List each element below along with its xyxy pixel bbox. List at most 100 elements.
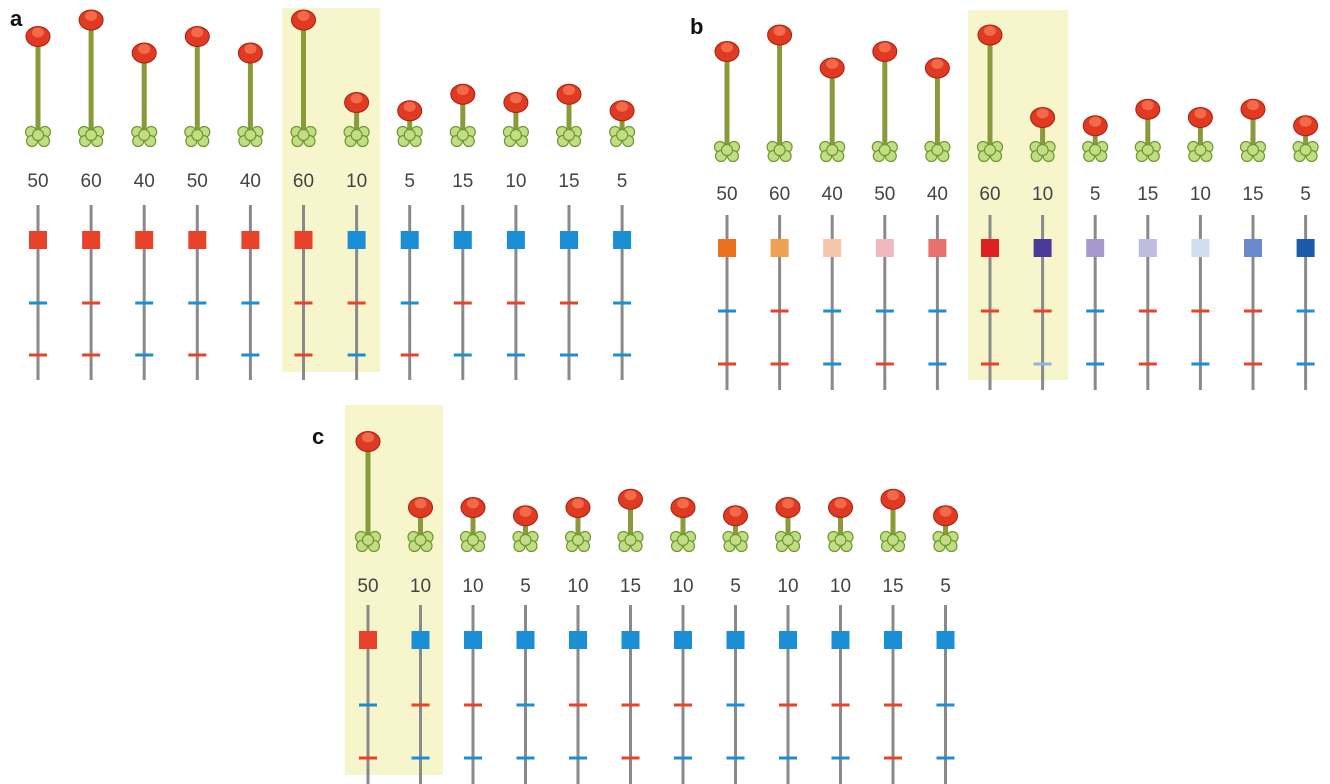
plant-value: 40 [240,171,261,192]
leaf [730,535,741,546]
flower-petal [677,499,689,509]
flower-petal [415,499,427,509]
leaf [932,145,943,156]
flower-petal [1037,109,1049,119]
plant-value: 5 [1300,184,1311,205]
flower-petal [467,499,479,509]
flower-petal [826,59,838,69]
locus-square [718,239,736,257]
locus-square [401,231,419,249]
flower-petal [887,490,899,500]
locus-square [348,231,366,249]
leaf [245,130,256,141]
plant-value: 40 [134,171,155,192]
plant-value: 50 [357,576,378,597]
plant-value: 60 [293,171,314,192]
plant-value: 10 [505,171,526,192]
plant: 5 [723,506,748,784]
plant-value: 50 [716,184,737,205]
flower-petal [940,507,952,517]
flower-petal [32,28,44,38]
plant-value: 10 [410,576,431,597]
flower-petal [351,94,363,104]
locus-square [1086,239,1104,257]
leaf [404,130,415,141]
locus-square [771,239,789,257]
plant-value: 10 [462,576,483,597]
leaf [888,535,899,546]
flower-petal [298,11,310,21]
leaf [139,130,150,141]
plant: 5 [933,506,958,784]
panel-label: a [10,6,23,31]
plant: 40 [925,58,950,390]
plant: 50 [715,42,740,391]
panel-label: b [690,14,703,39]
locus-square [832,631,850,649]
leaf [722,145,733,156]
flower-petal [1300,117,1312,127]
plant: 10 [828,498,853,784]
plant-value: 5 [730,576,741,597]
flower-petal [563,85,575,95]
locus-square [876,239,894,257]
locus-square [1034,239,1052,257]
leaf [783,535,794,546]
locus-square [188,231,206,249]
locus-square [727,631,745,649]
plant-value: 10 [1190,184,1211,205]
flower-petal [244,44,256,54]
leaf [457,130,468,141]
leaf [520,535,531,546]
plant-value: 10 [346,171,367,192]
leaf [363,535,374,546]
leaf [86,130,97,141]
plant-value: 10 [1032,184,1053,205]
leaf [1142,145,1153,156]
locus-square [241,231,259,249]
locus-square [1191,239,1209,257]
plant-value: 40 [822,184,843,205]
flower-petal [1194,109,1206,119]
locus-square [29,231,47,249]
plant-value: 5 [940,576,951,597]
leaf [510,130,521,141]
locus-square [613,231,631,249]
plant-value: 5 [617,171,628,192]
leaf [468,535,479,546]
flower-petal [721,43,733,53]
plant: 5 [397,101,422,380]
leaf [1090,145,1101,156]
leaf [415,535,426,546]
flower-petal [730,507,742,517]
locus-square [560,231,578,249]
plant-value: 5 [404,171,415,192]
flower-petal [362,433,374,443]
plant: 60 [767,25,792,390]
plant: 10 [776,498,801,784]
plant: 5 [610,101,635,380]
leaf [1248,145,1259,156]
plant: 5 [1083,116,1108,390]
plant: 10 [503,93,528,381]
leaf [1300,145,1311,156]
plant-value: 5 [1090,184,1101,205]
leaf [774,145,785,156]
plant: 10 [461,498,486,784]
plant: 10 [566,498,591,784]
flower-petal [774,26,786,36]
plant-value: 10 [777,576,798,597]
flower-petal [931,59,943,69]
leaf [940,535,951,546]
leaf [617,130,628,141]
locus-square [1297,239,1315,257]
plant-value: 10 [567,576,588,597]
leaf [351,130,362,141]
plant-value: 5 [520,576,531,597]
plant: 15 [450,84,475,380]
plant-value: 50 [874,184,895,205]
leaf [625,535,636,546]
